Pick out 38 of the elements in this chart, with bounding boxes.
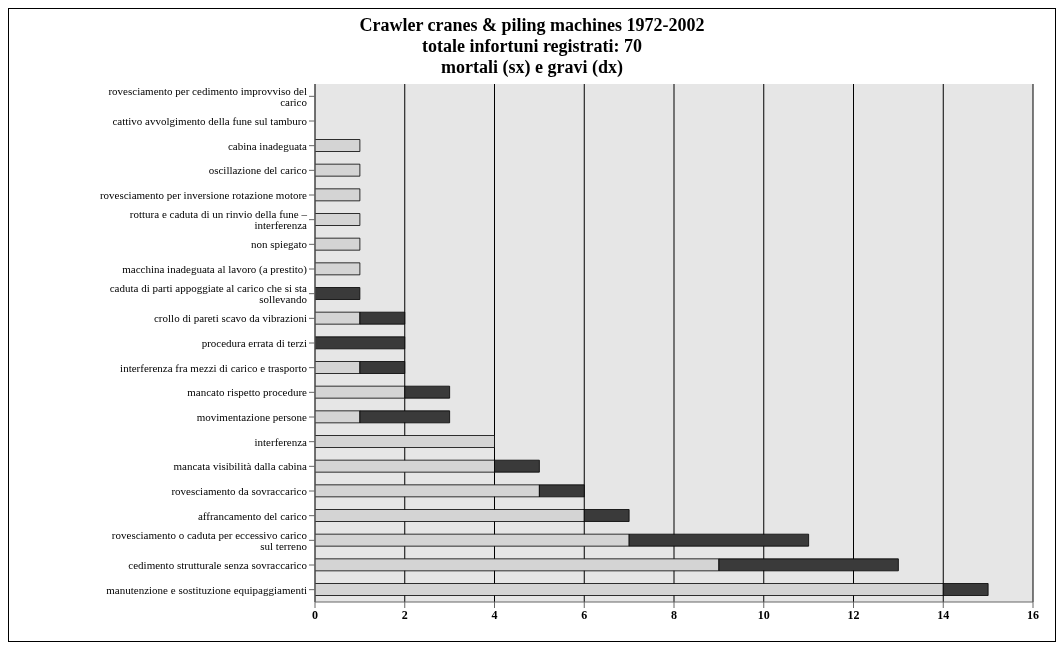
y-tick-label: cattivo avvolgimento della fune sul tamburo xyxy=(112,114,308,127)
bar xyxy=(315,262,361,276)
y-tick-label: rovesciamento o caduta per eccessivo carico sul terreno xyxy=(111,528,308,552)
x-tick-label: 6 xyxy=(581,607,588,622)
x-tick-label: 14 xyxy=(937,607,950,622)
x-tick-label: 16 xyxy=(1027,607,1039,622)
x-tick-label: 2 xyxy=(401,607,408,622)
y-tick-label: mancata visibilità dalla cabina xyxy=(173,460,308,473)
bar xyxy=(315,163,361,177)
bar xyxy=(315,213,361,226)
y-tick-label: rottura e caduta di un rinvio della fune – interferenza xyxy=(129,208,308,232)
y-tick-label: cedimento strutturale senza sovraccarico xyxy=(128,558,308,571)
y-tick-label: interferenza fra mezzi di carico e trasporto xyxy=(120,361,308,374)
y-tick-label: cabina inadeguata xyxy=(227,139,308,152)
y-tick-label: crollo di pareti scavo da vibrazioni xyxy=(153,312,307,325)
y-tick-label: rovesciamento per cedimento improvviso del carico xyxy=(108,84,308,108)
y-tick-label: interferenza xyxy=(254,435,308,448)
bar xyxy=(315,139,361,152)
y-tick-label: affrancamento del carico xyxy=(197,509,308,522)
x-tick-label: 8 xyxy=(671,607,677,622)
y-tick-label: procedura errata di terzi xyxy=(201,336,307,349)
bar xyxy=(315,188,361,202)
y-tick-label: rovesciamento da sovraccarico xyxy=(171,484,308,497)
bar xyxy=(315,237,361,251)
x-tick-label: 12 xyxy=(847,607,860,622)
y-tick-label: macchina inadeguata al lavoro (a prestito) xyxy=(122,262,308,276)
x-tick-label: 4 xyxy=(491,607,498,622)
y-tick-label: mancato rispetto procedure xyxy=(187,386,308,399)
y-tick-label: rovesciamento per inversione rotazione motore xyxy=(99,188,308,201)
y-tick-label: caduta di parti appoggiate al carico che si sta sollevando xyxy=(109,282,308,306)
y-tick-label: oscillazione del carico xyxy=(208,164,308,177)
x-tick-label: 0 xyxy=(312,607,318,622)
y-tick-label: non spiegato xyxy=(251,238,308,251)
chart-title: Crawler cranes & piling machines 1972-2002 totale infortuni registrati: 70 mortali (sx) e gravi (dx) xyxy=(358,15,706,78)
y-tick-label: manutenzione e sostituzione equipaggiamenti xyxy=(106,583,307,596)
y-tick-label: movimentazione persone xyxy=(196,410,308,423)
x-tick-label: 10 xyxy=(757,607,770,622)
bar xyxy=(315,287,361,300)
